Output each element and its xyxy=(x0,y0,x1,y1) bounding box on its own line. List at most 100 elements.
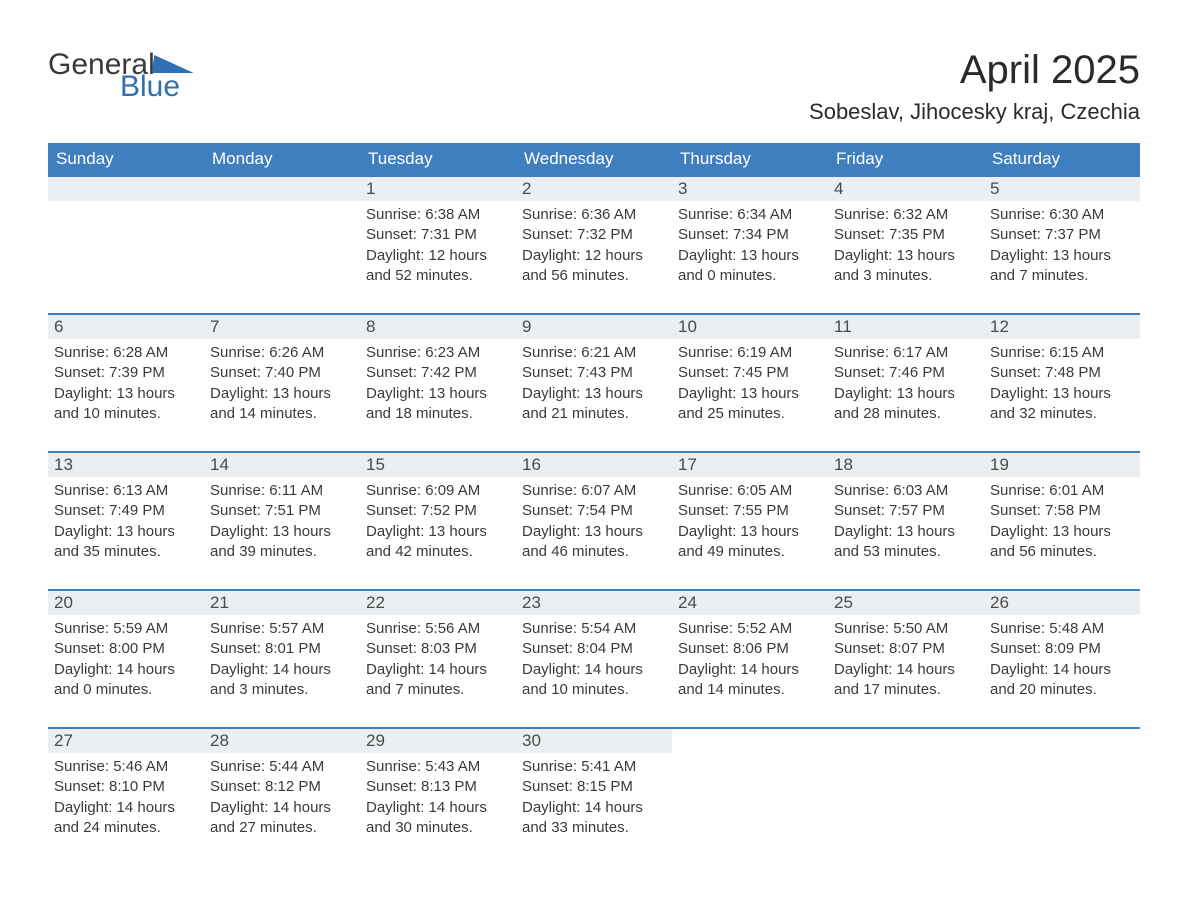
sunset-line: Sunset: 7:43 PM xyxy=(522,363,666,383)
daylight-line: Daylight: 13 hours and 0 minutes. xyxy=(678,246,822,287)
day-number: 11 xyxy=(834,317,852,336)
day-number-row: 10 xyxy=(672,315,828,339)
sunrise-line: Sunrise: 5:59 AM xyxy=(54,619,198,639)
day-number: 8 xyxy=(366,317,375,336)
sunrise-line: Sunrise: 6:23 AM xyxy=(366,343,510,363)
daylight-line: Daylight: 13 hours and 10 minutes. xyxy=(54,384,198,425)
sunset-line: Sunset: 7:34 PM xyxy=(678,225,822,245)
location-subtitle: Sobeslav, Jihocesky kraj, Czechia xyxy=(809,99,1140,125)
day-number-row: 29 xyxy=(360,729,516,753)
day-body: Sunrise: 6:05 AMSunset: 7:55 PMDaylight:… xyxy=(678,481,822,562)
daylight-line: Daylight: 12 hours and 56 minutes. xyxy=(522,246,666,287)
sunrise-line: Sunrise: 6:28 AM xyxy=(54,343,198,363)
day-number-row: 5 xyxy=(984,177,1140,201)
day-cell xyxy=(204,177,360,297)
day-number: 4 xyxy=(834,179,843,198)
sunset-line: Sunset: 8:10 PM xyxy=(54,777,198,797)
day-number: 3 xyxy=(678,179,687,198)
week-row: 13Sunrise: 6:13 AMSunset: 7:49 PMDayligh… xyxy=(48,451,1140,573)
sunrise-line: Sunrise: 6:17 AM xyxy=(834,343,978,363)
day-number-row: 19 xyxy=(984,453,1140,477)
daylight-line: Daylight: 14 hours and 3 minutes. xyxy=(210,660,354,701)
day-body: Sunrise: 6:09 AMSunset: 7:52 PMDaylight:… xyxy=(366,481,510,562)
day-number: 1 xyxy=(366,179,375,198)
day-number: 24 xyxy=(678,593,697,612)
day-body: Sunrise: 6:28 AMSunset: 7:39 PMDaylight:… xyxy=(54,343,198,424)
day-cell: 7Sunrise: 6:26 AMSunset: 7:40 PMDaylight… xyxy=(204,315,360,435)
day-number: 12 xyxy=(990,317,1009,336)
weekday-header: Thursday xyxy=(672,143,828,175)
sunset-line: Sunset: 8:12 PM xyxy=(210,777,354,797)
day-body: Sunrise: 6:32 AMSunset: 7:35 PMDaylight:… xyxy=(834,205,978,286)
day-body: Sunrise: 6:03 AMSunset: 7:57 PMDaylight:… xyxy=(834,481,978,562)
day-cell: 19Sunrise: 6:01 AMSunset: 7:58 PMDayligh… xyxy=(984,453,1140,573)
day-cell: 28Sunrise: 5:44 AMSunset: 8:12 PMDayligh… xyxy=(204,729,360,849)
weekday-header: Saturday xyxy=(984,143,1140,175)
day-number-row: 6 xyxy=(48,315,204,339)
daylight-line: Daylight: 13 hours and 35 minutes. xyxy=(54,522,198,563)
day-body: Sunrise: 5:43 AMSunset: 8:13 PMDaylight:… xyxy=(366,757,510,838)
week-row: 6 Sunrise: 6:28 AMSunset: 7:39 PMDaylight… xyxy=(48,313,1140,435)
daylight-line: Daylight: 14 hours and 7 minutes. xyxy=(366,660,510,701)
daylight-line: Daylight: 12 hours and 52 minutes. xyxy=(366,246,510,287)
sunset-line: Sunset: 8:13 PM xyxy=(366,777,510,797)
day-number: 23 xyxy=(522,593,541,612)
day-cell: 6 Sunrise: 6:28 AMSunset: 7:39 PMDaylight… xyxy=(48,315,204,435)
day-number-row: 28 xyxy=(204,729,360,753)
day-cell: 21Sunrise: 5:57 AMSunset: 8:01 PMDayligh… xyxy=(204,591,360,711)
day-body: Sunrise: 5:54 AMSunset: 8:04 PMDaylight:… xyxy=(522,619,666,700)
sunrise-line: Sunrise: 5:54 AM xyxy=(522,619,666,639)
sunset-line: Sunset: 7:45 PM xyxy=(678,363,822,383)
sunrise-line: Sunrise: 5:56 AM xyxy=(366,619,510,639)
daylight-line: Daylight: 13 hours and 3 minutes. xyxy=(834,246,978,287)
day-cell: 16Sunrise: 6:07 AMSunset: 7:54 PMDayligh… xyxy=(516,453,672,573)
day-body: Sunrise: 5:59 AMSunset: 8:00 PMDaylight:… xyxy=(54,619,198,700)
sunrise-line: Sunrise: 6:15 AM xyxy=(990,343,1134,363)
sunset-line: Sunset: 8:01 PM xyxy=(210,639,354,659)
day-cell: 1Sunrise: 6:38 AMSunset: 7:31 PMDaylight… xyxy=(360,177,516,297)
day-number-row: 25 xyxy=(828,591,984,615)
day-number: 17 xyxy=(678,455,697,474)
sunrise-line: Sunrise: 6:01 AM xyxy=(990,481,1134,501)
sunrise-line: Sunrise: 5:50 AM xyxy=(834,619,978,639)
day-number-row: 3 xyxy=(672,177,828,201)
day-cell: 30Sunrise: 5:41 AMSunset: 8:15 PMDayligh… xyxy=(516,729,672,849)
day-cell: 4 Sunrise: 6:32 AMSunset: 7:35 PMDaylight… xyxy=(828,177,984,297)
day-cell: 3 Sunrise: 6:34 AMSunset: 7:34 PMDaylight… xyxy=(672,177,828,297)
day-cell: 26Sunrise: 5:48 AMSunset: 8:09 PMDayligh… xyxy=(984,591,1140,711)
sunset-line: Sunset: 8:06 PM xyxy=(678,639,822,659)
day-number: 15 xyxy=(366,455,385,474)
daylight-line: Daylight: 13 hours and 46 minutes. xyxy=(522,522,666,563)
title-block: April 2025 Sobeslav, Jihocesky kraj, Cze… xyxy=(809,48,1140,125)
day-body: Sunrise: 6:13 AMSunset: 7:49 PMDaylight:… xyxy=(54,481,198,562)
day-body: Sunrise: 5:50 AMSunset: 8:07 PMDaylight:… xyxy=(834,619,978,700)
day-body: Sunrise: 6:34 AMSunset: 7:34 PMDaylight:… xyxy=(678,205,822,286)
day-cell: 18Sunrise: 6:03 AMSunset: 7:57 PMDayligh… xyxy=(828,453,984,573)
sunset-line: Sunset: 7:58 PM xyxy=(990,501,1134,521)
top-row: General Blue April 2025 Sobeslav, Jihoce… xyxy=(48,48,1140,125)
day-cell: 14Sunrise: 6:11 AMSunset: 7:51 PMDayligh… xyxy=(204,453,360,573)
daylight-line: Daylight: 13 hours and 39 minutes. xyxy=(210,522,354,563)
day-body: Sunrise: 6:21 AMSunset: 7:43 PMDaylight:… xyxy=(522,343,666,424)
sunset-line: Sunset: 8:07 PM xyxy=(834,639,978,659)
day-number: 27 xyxy=(54,731,73,750)
sunset-line: Sunset: 8:00 PM xyxy=(54,639,198,659)
month-title: April 2025 xyxy=(809,48,1140,93)
weekday-header: Monday xyxy=(204,143,360,175)
day-number: 2 xyxy=(522,179,531,198)
daylight-line: Daylight: 14 hours and 14 minutes. xyxy=(678,660,822,701)
day-number: 22 xyxy=(366,593,385,612)
day-cell xyxy=(828,729,984,849)
weekday-header: Wednesday xyxy=(516,143,672,175)
daylight-line: Daylight: 13 hours and 28 minutes. xyxy=(834,384,978,425)
day-body: Sunrise: 5:48 AMSunset: 8:09 PMDaylight:… xyxy=(990,619,1134,700)
sunset-line: Sunset: 7:48 PM xyxy=(990,363,1134,383)
sunset-line: Sunset: 7:55 PM xyxy=(678,501,822,521)
calendar: SundayMondayTuesdayWednesdayThursdayFrid… xyxy=(48,143,1140,849)
day-number: 21 xyxy=(210,593,229,612)
day-body: Sunrise: 5:46 AMSunset: 8:10 PMDaylight:… xyxy=(54,757,198,838)
daylight-line: Daylight: 13 hours and 18 minutes. xyxy=(366,384,510,425)
day-cell: 22Sunrise: 5:56 AMSunset: 8:03 PMDayligh… xyxy=(360,591,516,711)
day-cell: 5Sunrise: 6:30 AMSunset: 7:37 PMDaylight… xyxy=(984,177,1140,297)
sunset-line: Sunset: 7:57 PM xyxy=(834,501,978,521)
